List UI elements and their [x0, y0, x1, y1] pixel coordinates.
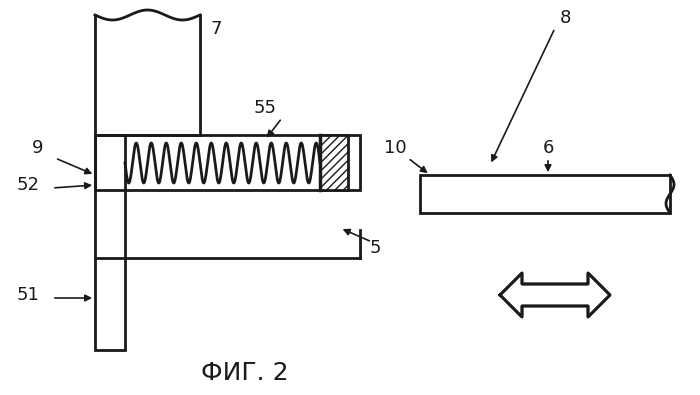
- Text: 10: 10: [384, 139, 406, 157]
- Text: 7: 7: [210, 20, 221, 38]
- Polygon shape: [500, 273, 610, 317]
- Text: 5: 5: [370, 239, 381, 257]
- Text: 51: 51: [17, 286, 39, 304]
- Bar: [420, 175, 670, 213]
- Bar: [95, 135, 360, 190]
- Text: 52: 52: [17, 176, 39, 194]
- Text: 55: 55: [253, 99, 276, 117]
- Text: ФИГ. 2: ФИГ. 2: [201, 361, 289, 385]
- Text: 8: 8: [559, 9, 570, 27]
- Text: 6: 6: [542, 139, 554, 157]
- Bar: [95, 135, 125, 350]
- Text: 9: 9: [32, 139, 44, 157]
- Bar: [320, 135, 348, 190]
